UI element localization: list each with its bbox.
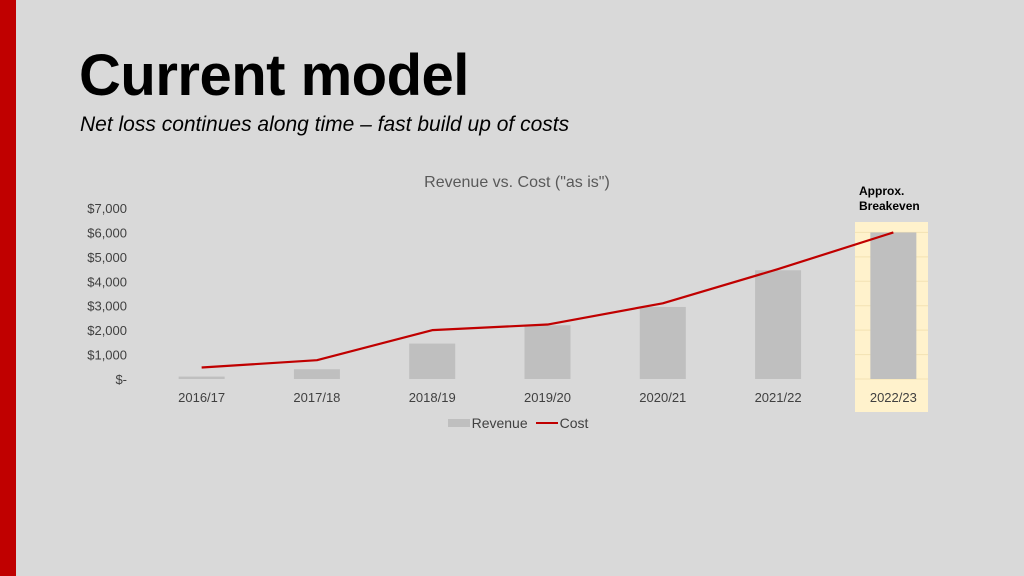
revenue-bar (755, 270, 802, 379)
x-tick-label: 2016/17 (178, 390, 225, 405)
y-tick-label: $4,000 (87, 274, 127, 289)
x-axis: 2016/17 2017/18 2018/19 2019/20 2020/21 2021/… (178, 390, 917, 405)
legend-swatch-cost (535, 422, 558, 424)
y-tick-label: $- (115, 372, 127, 387)
y-axis: $- $1,000 $2,000 $3,000 $4,000 $5,000 $6,000 $7… (87, 201, 127, 387)
revenue-bar (524, 325, 571, 379)
revenue-bar (293, 369, 340, 379)
y-tick-label: $7,000 (87, 201, 127, 216)
y-tick-label: $1,000 (87, 348, 127, 363)
revenue-bar (409, 343, 456, 379)
legend: Revenue Cost (0, 415, 1024, 431)
x-tick-label: 2018/19 (409, 390, 456, 405)
revenue-series (178, 232, 917, 379)
x-tick-label: 2020/21 (639, 390, 686, 405)
legend-label-cost: Cost (559, 415, 589, 431)
accent-bar (0, 0, 16, 576)
y-tick-label: $2,000 (87, 323, 127, 338)
legend-swatch-revenue (447, 419, 470, 427)
revenue-bar (870, 232, 917, 379)
revenue-bar (178, 376, 225, 379)
legend-item-revenue: Revenue (447, 415, 528, 431)
legend-item-cost: Cost (528, 415, 589, 431)
y-tick-label: $5,000 (87, 250, 127, 265)
y-tick-label: $6,000 (87, 225, 127, 240)
x-tick-label: 2021/22 (755, 390, 802, 405)
slide-subtitle: Net loss continues along time – fast bui… (80, 113, 570, 136)
revenue-bar (639, 306, 686, 379)
legend-label-revenue: Revenue (471, 415, 528, 431)
slide-title: Current model (79, 43, 469, 108)
breakeven-annotation: Approx. Breakeven (859, 184, 920, 213)
x-tick-label: 2022/23 (870, 390, 917, 405)
cost-series-line (201, 231, 894, 369)
x-tick-label: 2019/20 (524, 390, 571, 405)
chart-title: Revenue vs. Cost ("as is") (424, 174, 610, 191)
x-tick-label: 2017/18 (293, 390, 340, 405)
y-tick-label: $3,000 (87, 299, 127, 314)
